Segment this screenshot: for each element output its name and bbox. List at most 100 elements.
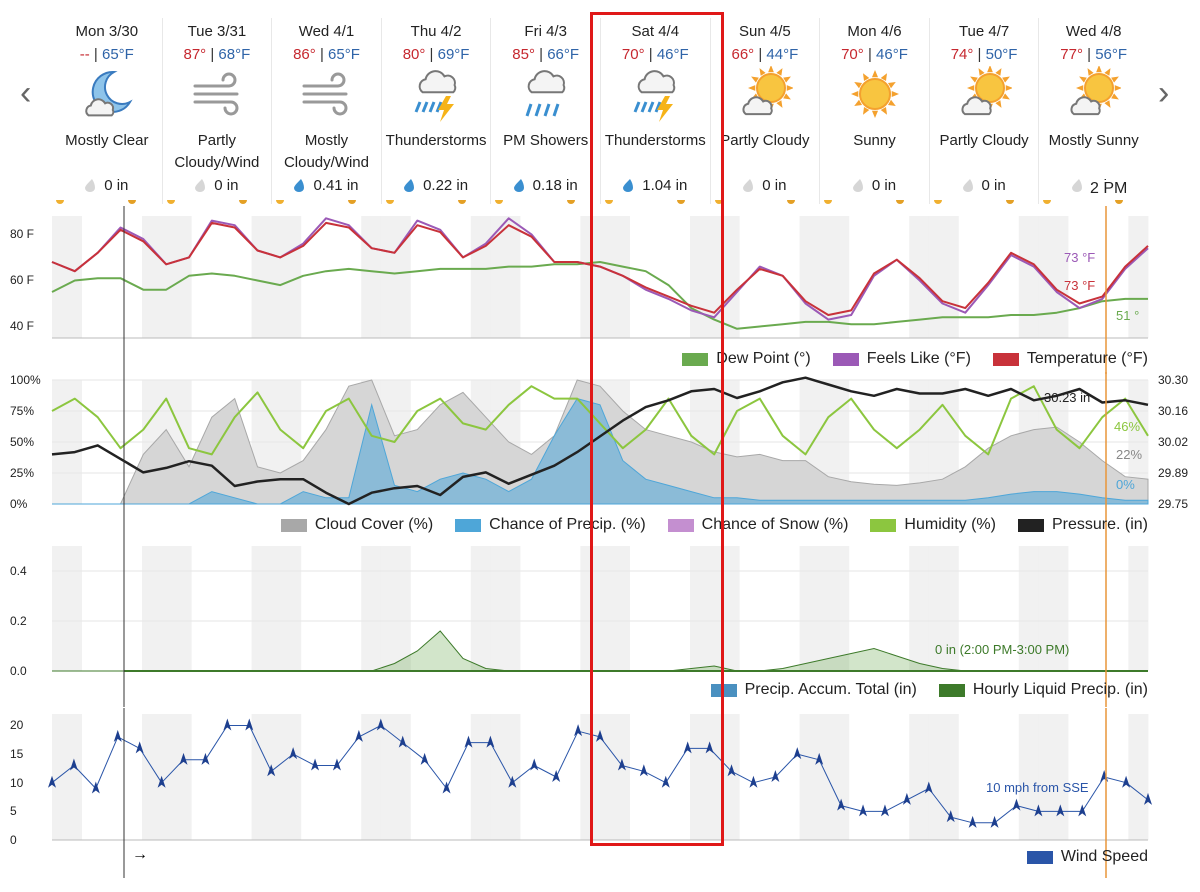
day-precip: 0.41 in — [272, 177, 381, 194]
wind-direction-arrow-icon — [749, 775, 758, 788]
night-band — [928, 216, 959, 338]
y-tick-label: 0.0 — [10, 664, 27, 678]
condition-line: Sunny — [853, 132, 896, 149]
day-card[interactable]: Fri 4/3 85° | 66°F PM Showers 0.18 in — [490, 18, 600, 204]
wind-direction-arrow-icon — [420, 752, 429, 765]
night-band — [271, 216, 302, 338]
high-temp: 74° — [950, 46, 974, 63]
legend-item[interactable]: Wind Speed — [1026, 848, 1148, 866]
sun-cloud-icon — [1070, 66, 1122, 116]
y-tick-label: 100% — [10, 373, 41, 387]
precip-amount: 0 in — [871, 177, 897, 194]
sunrise-sunset-icon — [1043, 200, 1124, 204]
temp-separator: | — [425, 46, 438, 63]
legend-label: Humidity (%) — [904, 516, 996, 533]
high-temp: 86° — [293, 46, 316, 63]
feels-like-current: 73 °F — [1064, 250, 1096, 265]
day-card[interactable]: Tue 3/31 87° | 68°F Partly Cloudy/Wind 0 in — [161, 18, 272, 204]
raindrop-icon — [623, 179, 634, 192]
wind-direction-arrow-icon — [968, 815, 977, 828]
raindrop-icon — [513, 179, 524, 192]
low-temp: 46°F — [876, 46, 908, 63]
temp-separator: | — [206, 46, 219, 63]
night-band — [490, 546, 521, 671]
wind-direction-arrow-icon — [1034, 804, 1043, 817]
night-band — [251, 714, 272, 840]
day-card[interactable]: Sun 4/5 66° | 44°F Partly Cloudy 0 in — [709, 18, 820, 204]
wind-icon — [302, 72, 348, 116]
legend-item[interactable]: Cloud Cover (%) — [280, 516, 433, 534]
legend-item[interactable]: Chance of Precip. (%) — [455, 516, 646, 534]
y-tick-label: 0% — [10, 497, 28, 511]
wind-direction-arrow-icon — [179, 752, 188, 765]
scroll-right-arrow-icon[interactable]: → — [132, 846, 148, 863]
night-band — [819, 546, 850, 671]
day-card[interactable]: Mon 4/6 70° | 46°F Sunny 0 in — [819, 18, 929, 204]
precip-legend: Precip. Accum. Total (in) Hourly Liquid P… — [710, 681, 1148, 699]
temp-separator: | — [1082, 46, 1096, 63]
legend-label: Chance of Snow (%) — [701, 516, 849, 533]
night-band — [142, 216, 162, 338]
night-band — [1128, 546, 1149, 671]
day-card[interactable]: Sat 4/4 70° | 46°F Thunderstorms 1.04 in — [600, 18, 710, 204]
temp-separator: | — [754, 46, 767, 63]
night-band — [1018, 546, 1039, 671]
dew-line — [51, 261, 1148, 330]
precip-amount: 1.04 in — [642, 177, 688, 194]
day-card[interactable]: Mon 3/30 -- | 65°F Mostly Clear 0 in — [52, 18, 162, 204]
legend-item[interactable]: Hourly Liquid Precip. (in) — [938, 681, 1148, 699]
wind-direction-arrow-icon — [245, 718, 254, 731]
wind-direction-arrow-icon — [267, 764, 276, 777]
legend-item[interactable]: Feels Like (°F) — [832, 350, 971, 368]
night-band — [799, 216, 820, 338]
legend-item[interactable]: Humidity (%) — [870, 516, 996, 534]
sunrise-sunset-icon — [56, 200, 136, 204]
day-card[interactable]: Wed 4/1 86° | 65°F Mostly Cloudy/Wind 0.41 i… — [271, 18, 381, 204]
y-tick-label: 0 — [10, 833, 17, 847]
night-band — [1018, 216, 1039, 338]
legend-item[interactable]: Dew Point (°) — [682, 350, 811, 368]
sky-legend: Cloud Cover (%) Chance of Precip. (%) Chan… — [280, 516, 1148, 534]
precip-chance-current: 0% — [1116, 477, 1135, 492]
next-days-chevron-icon[interactable]: › — [1158, 74, 1170, 112]
low-temp: 56°F — [1095, 46, 1128, 63]
wind-direction-arrow-icon — [508, 775, 517, 788]
legend-swatch — [832, 352, 859, 366]
day-precip: 0 in — [711, 177, 820, 194]
legend-item[interactable]: Temperature (°F) — [992, 350, 1148, 368]
legend-label: Chance of Precip. (%) — [489, 516, 646, 533]
day-card[interactable]: Thu 4/2 80° | 69°F Thunderstorms 0.22 in — [380, 18, 491, 204]
wind-direction-arrow-icon — [135, 741, 144, 754]
wind-direction-arrow-icon — [552, 770, 561, 782]
night-band — [1038, 546, 1069, 671]
legend-item[interactable]: Precip. Accum. Total (in) — [710, 681, 917, 699]
condition-line: Cloudy/Wind — [174, 154, 260, 171]
night-band — [490, 714, 521, 840]
wind-direction-arrow-icon — [793, 747, 802, 760]
day-card[interactable]: Tue 4/7 74° | 50°F Partly Cloudy 0 in — [928, 18, 1039, 204]
wind-current: 10 mph from SSE — [986, 780, 1089, 795]
previous-days-chevron-icon[interactable]: ‹ — [20, 74, 32, 112]
day-precip: 0.18 in — [491, 177, 600, 194]
legend-item[interactable]: Pressure. (in) — [1017, 516, 1148, 534]
night-band — [1038, 714, 1069, 840]
wind-direction-arrow-icon — [442, 781, 451, 794]
legend-item[interactable]: Chance of Snow (%) — [667, 516, 849, 534]
day-precip: 0 in — [52, 177, 162, 194]
y-tick-label: 10 — [10, 775, 24, 790]
wind-direction-arrow-icon — [201, 752, 210, 765]
current-time-label: 2 PM — [1088, 180, 1130, 198]
night-band — [819, 714, 850, 840]
cloud-humidity-pressure-chart — [51, 372, 1149, 542]
night-band — [909, 546, 930, 671]
night-band — [600, 714, 630, 840]
wind-direction-arrow-icon — [1078, 804, 1087, 817]
temperature-chart — [51, 206, 1149, 374]
raindrop-icon — [195, 179, 206, 192]
y-tick-label: 30.30 — [1157, 373, 1188, 387]
wind-direction-arrow-icon — [332, 758, 341, 771]
night-band — [690, 714, 710, 840]
low-temp: 65°F — [101, 46, 134, 63]
rain-icon — [525, 70, 566, 117]
